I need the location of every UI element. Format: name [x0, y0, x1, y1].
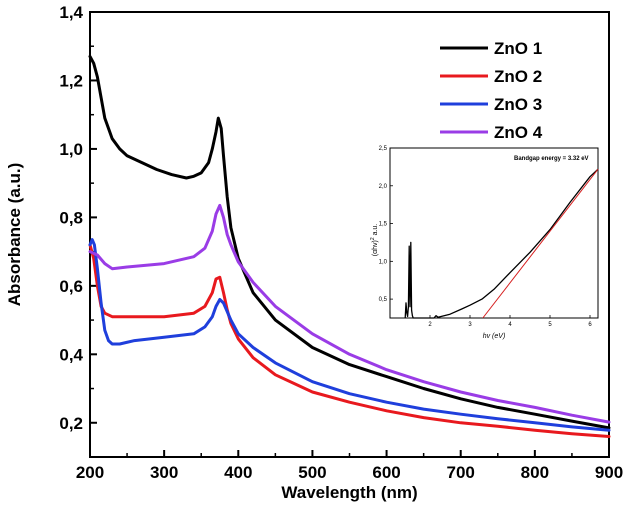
x-tick-label-1: 300: [150, 463, 178, 482]
main-ticks: [89, 11, 610, 457]
inset-y-axis-title: (αhv)2 a.u.: [370, 224, 379, 257]
inset-y-axis-title-unit: a.u.: [372, 224, 379, 238]
y-axis-title: Absorbance (a.u.): [5, 163, 24, 307]
x-tick-label-7: 900: [595, 463, 623, 482]
legend-label-4: ZnO 4: [494, 123, 543, 142]
inset-x-tick-label-2: 4: [508, 322, 512, 328]
legend-label-3: ZnO 3: [494, 95, 542, 114]
x-axis-title: Wavelength (nm): [281, 483, 417, 502]
x-tick-label-4: 600: [372, 463, 400, 482]
inset-y-tick-label-1: 1,0: [379, 259, 388, 265]
inset-y-tick-label-4: 2,5: [379, 146, 388, 152]
series-line-zno-4: [88, 203, 611, 424]
inset-annotation: Bandgap energy = 3.32 eV: [514, 156, 589, 162]
y-tick-label-3: 0,8: [59, 208, 83, 227]
inset-y-tick-label-3: 2,0: [379, 184, 388, 190]
y-tick-label-5: 1,2: [59, 71, 83, 90]
y-tick-label-6: 1,4: [59, 3, 83, 22]
inset-series-group: [404, 168, 599, 319]
x-tick-label-0: 200: [76, 463, 104, 482]
inset-x-tick-label-0: 2: [428, 322, 432, 328]
inset-background: [382, 148, 598, 321]
x-tick-label-2: 400: [224, 463, 252, 482]
inset-x-tick-label-4: 6: [588, 322, 592, 328]
series-line-zno-1: [88, 55, 611, 430]
inset-y-tick-label-0: 0,5: [379, 297, 388, 303]
series-line-zno-3: [88, 238, 611, 432]
legend-label-1: ZnO 1: [494, 39, 542, 58]
y-tick-label-2: 0,6: [59, 277, 83, 296]
inset-y-axis-title-exp: 2: [370, 237, 376, 240]
series-line-zno-2: [88, 243, 611, 438]
legend-label-2: ZnO 2: [494, 67, 542, 86]
inset-x-tick-label-1: 3: [468, 322, 472, 328]
y-tick-label-1: 0,4: [59, 345, 83, 364]
inset-series-fit: [482, 168, 599, 319]
inset-y-tick-label-2: 1,5: [379, 222, 388, 228]
inset-ticks: [390, 147, 591, 318]
main-series-group: [88, 55, 611, 438]
inset-bandgap-plot: 2 3 4 5 6 0,5 1,0 1,5 2,0 2,5 Bandgap energy = 3.…: [370, 146, 599, 340]
y-tick-label-4: 1,0: [59, 140, 83, 159]
x-tick-label-6: 800: [521, 463, 549, 482]
inset-y-axis-title-main: (αhv): [372, 240, 379, 256]
legend: ZnO 1 ZnO 2 ZnO 3 ZnO 4: [440, 39, 543, 142]
inset-series-data: [404, 168, 599, 319]
x-tick-label-5: 700: [447, 463, 475, 482]
inset-tick-labels: 2 3 4 5 6 0,5 1,0 1,5 2,0 2,5: [379, 146, 593, 328]
main-tick-labels: 200 300 400 500 600 700 800 900 0,2 0,4 0,6 0,8 1,0 1…: [59, 3, 623, 482]
inset-frame: [389, 147, 599, 319]
x-tick-label-3: 500: [298, 463, 326, 482]
inset-x-tick-label-3: 5: [548, 322, 552, 328]
y-tick-label-0: 0,2: [59, 414, 83, 433]
inset-x-axis-title: hv (eV): [483, 333, 506, 340]
